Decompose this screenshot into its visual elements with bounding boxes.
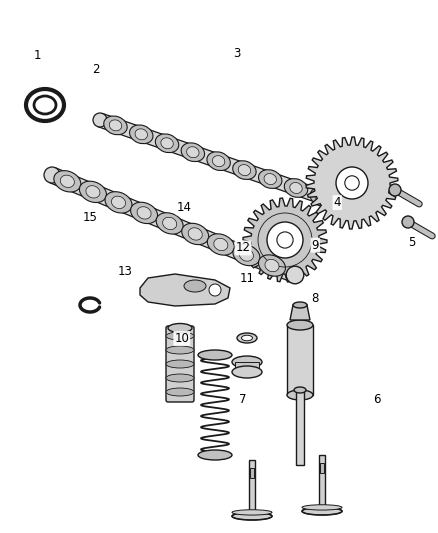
Ellipse shape xyxy=(104,116,127,135)
Text: 9: 9 xyxy=(311,239,319,252)
Ellipse shape xyxy=(233,244,260,265)
Ellipse shape xyxy=(156,213,183,234)
Ellipse shape xyxy=(86,185,100,198)
Ellipse shape xyxy=(233,161,256,180)
Circle shape xyxy=(337,197,353,213)
Ellipse shape xyxy=(232,366,262,378)
Ellipse shape xyxy=(284,179,308,197)
Ellipse shape xyxy=(232,356,262,368)
Ellipse shape xyxy=(239,249,254,261)
Ellipse shape xyxy=(130,125,153,144)
Bar xyxy=(320,463,325,473)
Ellipse shape xyxy=(258,169,282,189)
Ellipse shape xyxy=(294,387,306,393)
Text: 6: 6 xyxy=(373,393,381,406)
Ellipse shape xyxy=(310,188,333,206)
Ellipse shape xyxy=(54,171,81,192)
Ellipse shape xyxy=(214,238,228,251)
Ellipse shape xyxy=(232,512,272,520)
Ellipse shape xyxy=(109,120,122,131)
Ellipse shape xyxy=(135,129,148,140)
Ellipse shape xyxy=(241,335,252,341)
Ellipse shape xyxy=(166,346,194,354)
Circle shape xyxy=(402,216,414,228)
Circle shape xyxy=(44,167,60,183)
Ellipse shape xyxy=(166,374,194,382)
Text: 2: 2 xyxy=(92,63,100,76)
Ellipse shape xyxy=(264,174,276,184)
Ellipse shape xyxy=(155,134,179,152)
Ellipse shape xyxy=(181,143,205,161)
Ellipse shape xyxy=(212,156,225,167)
Bar xyxy=(319,455,325,511)
Circle shape xyxy=(277,232,293,248)
Text: 10: 10 xyxy=(174,332,189,345)
Ellipse shape xyxy=(302,505,342,510)
Ellipse shape xyxy=(34,96,56,114)
Text: 13: 13 xyxy=(117,265,132,278)
Text: 5: 5 xyxy=(408,236,415,249)
Ellipse shape xyxy=(162,217,177,230)
Ellipse shape xyxy=(316,191,328,203)
Ellipse shape xyxy=(238,165,251,175)
Ellipse shape xyxy=(198,350,232,360)
Ellipse shape xyxy=(290,182,302,193)
Ellipse shape xyxy=(188,228,202,240)
Ellipse shape xyxy=(287,390,313,400)
Bar xyxy=(287,325,313,395)
Ellipse shape xyxy=(198,450,232,460)
Ellipse shape xyxy=(293,302,307,308)
Bar xyxy=(249,460,255,516)
Text: 14: 14 xyxy=(177,201,191,214)
FancyBboxPatch shape xyxy=(166,326,194,402)
Ellipse shape xyxy=(187,147,199,158)
Ellipse shape xyxy=(302,507,342,515)
Ellipse shape xyxy=(79,181,106,203)
Polygon shape xyxy=(49,167,298,282)
Ellipse shape xyxy=(265,260,279,272)
Ellipse shape xyxy=(232,510,272,515)
Ellipse shape xyxy=(166,332,194,340)
Ellipse shape xyxy=(207,234,234,255)
Polygon shape xyxy=(140,274,230,306)
Ellipse shape xyxy=(168,324,192,333)
Polygon shape xyxy=(243,198,327,282)
Ellipse shape xyxy=(105,192,132,213)
Ellipse shape xyxy=(137,207,151,219)
Text: 4: 4 xyxy=(333,196,341,209)
Text: 15: 15 xyxy=(82,211,97,224)
Ellipse shape xyxy=(182,223,209,245)
Circle shape xyxy=(93,113,107,127)
Ellipse shape xyxy=(161,138,173,149)
Text: 12: 12 xyxy=(236,241,251,254)
Text: 11: 11 xyxy=(240,272,255,285)
Polygon shape xyxy=(290,305,310,320)
Polygon shape xyxy=(306,137,398,229)
Circle shape xyxy=(267,222,303,258)
Ellipse shape xyxy=(166,388,194,396)
Ellipse shape xyxy=(207,152,230,171)
Bar xyxy=(250,468,254,478)
Ellipse shape xyxy=(111,196,126,208)
Ellipse shape xyxy=(184,280,206,292)
Circle shape xyxy=(336,167,368,199)
Ellipse shape xyxy=(287,320,313,330)
Ellipse shape xyxy=(237,333,257,343)
Text: 1: 1 xyxy=(33,50,41,62)
Circle shape xyxy=(345,176,359,190)
Text: 8: 8 xyxy=(312,292,319,305)
Ellipse shape xyxy=(258,255,286,276)
Ellipse shape xyxy=(166,360,194,368)
Circle shape xyxy=(209,284,221,296)
Text: 3: 3 xyxy=(233,47,240,60)
Ellipse shape xyxy=(60,175,74,188)
Bar xyxy=(296,390,304,465)
Circle shape xyxy=(286,266,304,284)
Polygon shape xyxy=(98,114,347,212)
Circle shape xyxy=(389,184,401,196)
Text: 7: 7 xyxy=(239,393,247,406)
Ellipse shape xyxy=(131,202,158,223)
Bar xyxy=(235,362,259,372)
